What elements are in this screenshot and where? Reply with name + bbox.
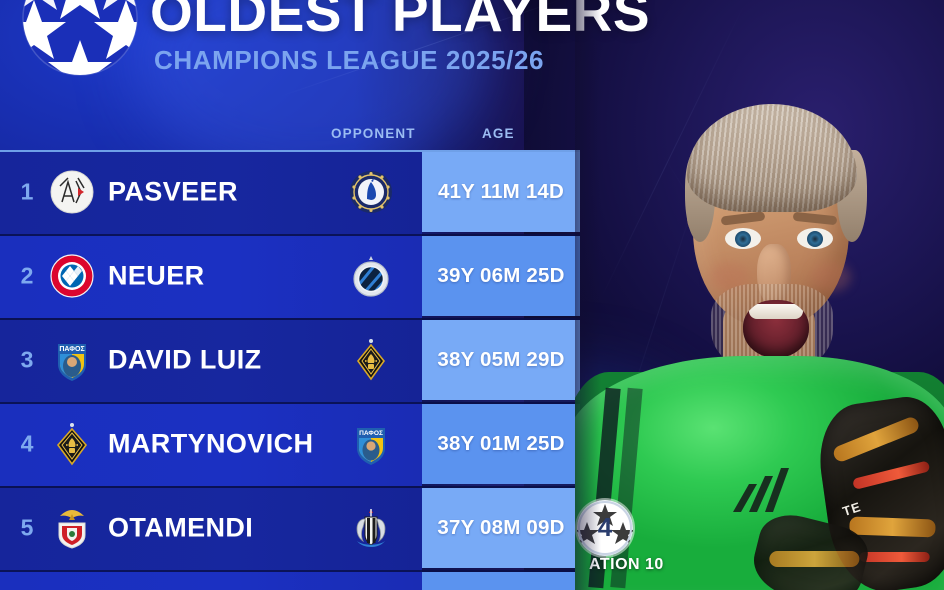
mouth [743,300,809,358]
ajax-crest-icon [48,168,96,216]
rank-number: 2 [20,262,34,289]
player-name: NEUER [108,260,205,291]
sponsor-text: ATION 10 [589,556,664,573]
table-row[interactable]: 2 NEUER [0,234,580,318]
player-name: MARTYNOVICH [108,428,314,459]
row-separator [0,234,580,236]
badge-number: 4 [597,512,613,542]
table-row[interactable]: 4 MARTYNOVICH [0,402,580,486]
glove-accent [849,516,936,538]
page-subtitle: CHAMPIONS LEAGUE 2025/26 [154,45,545,75]
row-separator [0,570,580,572]
column-header-age: AGE [482,126,515,141]
table-row[interactable]: 1 PASVEER [0,150,580,234]
eye [725,228,761,249]
column-header-opponent: OPPONENT [331,126,416,141]
glove-accent [859,551,930,562]
chelsea-crest-icon [348,169,394,215]
table-row[interactable]: 3 ΠΑΦΟΣ DAVID LUIZ [0,318,580,402]
glove-accent [852,460,931,490]
player-name: OTAMENDI [108,512,254,543]
bayern-munich-crest-icon [48,252,96,300]
age-value: 39Y 06M 25D [437,264,565,287]
header: OLDEST PLAYERS CHAMPIONS LEAGUE 2025/26 [0,0,700,116]
rank-number: 4 [20,430,34,457]
club-brugge-crest-icon [348,253,394,299]
player-name: DAVID LUIZ [108,344,262,375]
age-cell: 38Y 05M 29D [422,320,580,400]
adidas-logo-icon [727,462,799,514]
age-cell [422,572,580,590]
benfica-crest-icon [48,504,96,552]
iris [735,230,751,247]
rank-number: 1 [20,178,34,205]
rank-number: 5 [20,514,34,541]
glove-accent [769,551,860,568]
age-value: 37Y 08M 09D [437,516,565,539]
title-block: OLDEST PLAYERS CHAMPIONS LEAGUE 2025/26 [150,0,650,74]
ucl-starball-badge-icon: 4 [577,500,633,556]
eye [797,228,833,249]
row-separator [0,318,580,320]
nose [757,244,791,306]
cheek [811,262,851,292]
age-cell: 41Y 11M 14D [422,152,580,232]
row-separator [0,486,580,488]
hair [687,104,857,212]
iris [807,230,823,247]
age-cell: 39Y 06M 25D [422,236,580,316]
row-background [0,570,422,590]
page-title: OLDEST PLAYERS [150,0,651,43]
row-separator [0,150,580,152]
cheek [709,262,749,292]
oldest-players-table: 1 PASVEER [0,150,580,590]
table-row[interactable]: 5 OTAMENDI [0,486,580,570]
svg-text:ΠΑΦΟΣ: ΠΑΦΟΣ [59,346,84,353]
rank-number: 3 [20,346,34,373]
uefa-champions-league-starball-icon [18,0,142,80]
glove-accent [831,415,921,464]
photo-subject: TE 4 ATION 10 [575,0,944,590]
pafos-crest-icon: ΠΑΦΟΣ [348,421,394,467]
age-value: 38Y 05M 29D [437,348,565,371]
svg-text:ΠΑΦΟΣ: ΠΑΦΟΣ [359,430,383,437]
pafos-crest-icon: ΠΑΦΟΣ [48,336,96,384]
teeth [749,304,803,319]
goalkeeper-celebrating-photo: TE 4 ATION 10 [575,0,944,590]
kairat-almaty-crest-icon [48,420,96,468]
age-cell: 38Y 01M 25D [422,404,580,484]
kairat-almaty-crest-icon [348,337,394,383]
row-separator [0,402,580,404]
table-row-partial[interactable] [0,570,580,590]
column-headers: OPPONENT AGE [0,126,580,148]
age-value: 38Y 01M 25D [437,432,565,455]
newcastle-united-crest-icon [348,505,394,551]
player-name: PASVEER [108,176,238,207]
age-value: 41Y 11M 14D [437,180,565,203]
age-cell: 37Y 08M 09D [422,488,580,568]
